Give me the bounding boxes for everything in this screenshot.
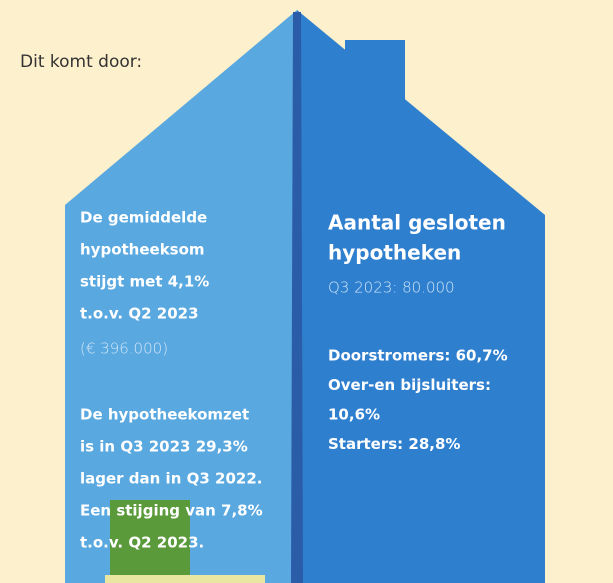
step [105, 575, 265, 583]
text-line: De hypotheekomzet [80, 406, 249, 424]
page: Dit komt door: De gemiddelde hypotheeksom… [0, 0, 613, 583]
infographic: Dit komt door: De gemiddelde hypotheeksom… [0, 0, 613, 583]
text-line: Een stijging van 7,8% [80, 502, 263, 520]
text-line: lager dan in Q3 2022. [80, 470, 262, 488]
intro: Dit komt door: [20, 52, 142, 72]
text-line: Starters: 28,8% [328, 435, 460, 453]
text-line: Aantal gesloten [328, 211, 506, 235]
divider [291, 12, 303, 583]
text-line: t.o.v. Q2 2023. [80, 534, 204, 552]
text-line: is in Q3 2023 29,3% [80, 438, 248, 456]
text-line: Doorstromers: 60,7% [328, 347, 508, 365]
subheading: Q3 2023: 80.000 [328, 279, 455, 297]
text-line: hypotheken [328, 241, 461, 265]
text-line: stijgt met 4,1% [80, 273, 209, 291]
text-line: 10,6% [328, 406, 380, 424]
text-line: hypotheeksom [80, 241, 205, 259]
text-line: Over-en bijsluiters: [328, 376, 491, 394]
note: (€ 396.000) [80, 340, 168, 358]
text-line: t.o.v. Q2 2023 [80, 305, 199, 323]
text-line: De gemiddelde [80, 209, 207, 227]
